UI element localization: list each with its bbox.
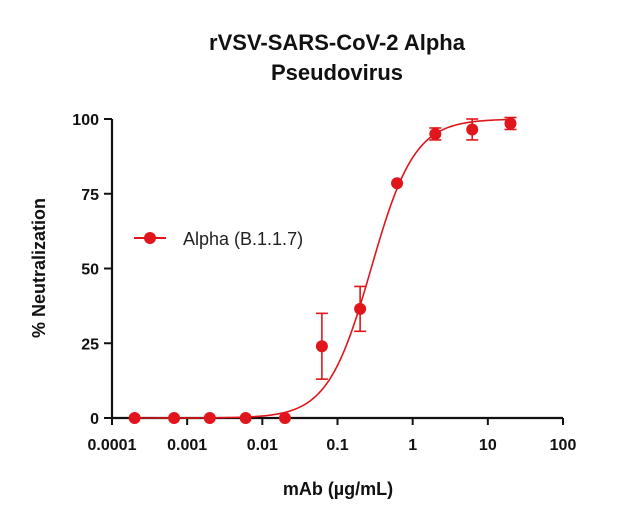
chart-title-line2: Pseudovirus — [271, 60, 403, 85]
data-point — [466, 123, 479, 136]
data-point — [429, 127, 442, 140]
x-tick-label: 0.1 — [326, 437, 348, 454]
chart-title-line1: rVSV-SARS-CoV-2 Alpha — [209, 30, 466, 55]
x-ticks: 0.0001 0.001 0.01 0.1 1 10 100 — [88, 418, 577, 454]
y-tick-label: 50 — [81, 262, 99, 279]
legend-marker — [144, 232, 156, 244]
x-tick-label: 100 — [550, 437, 577, 454]
y-tick-label: 75 — [81, 187, 99, 204]
data-point — [128, 412, 141, 424]
x-tick-label: 0.0001 — [88, 437, 137, 454]
data-point — [278, 412, 291, 424]
plot-layer — [128, 116, 517, 424]
x-tick-label: 0.01 — [247, 437, 278, 454]
y-ticks: 0 25 50 75 100 — [72, 112, 112, 428]
x-axis-label: mAb (µg/mL) — [283, 479, 393, 499]
legend: Alpha (B.1.1.7) — [134, 229, 303, 249]
x-tick-label: 1 — [408, 437, 417, 454]
data-point — [504, 117, 517, 130]
data-point — [239, 412, 252, 424]
axes — [110, 119, 563, 420]
y-tick-label: 25 — [81, 336, 99, 353]
y-axis-label: % Neutralization — [29, 198, 49, 338]
data-point — [354, 302, 367, 315]
y-tick-label: 0 — [90, 411, 99, 428]
data-point — [315, 340, 328, 353]
x-tick-label: 10 — [479, 437, 497, 454]
data-point — [168, 412, 181, 424]
x-tick-label: 0.001 — [167, 437, 207, 454]
data-point — [391, 177, 404, 190]
fit-curve — [134, 118, 511, 419]
y-tick-label: 100 — [72, 112, 99, 129]
data-point — [203, 412, 216, 424]
legend-label: Alpha (B.1.1.7) — [183, 229, 303, 249]
